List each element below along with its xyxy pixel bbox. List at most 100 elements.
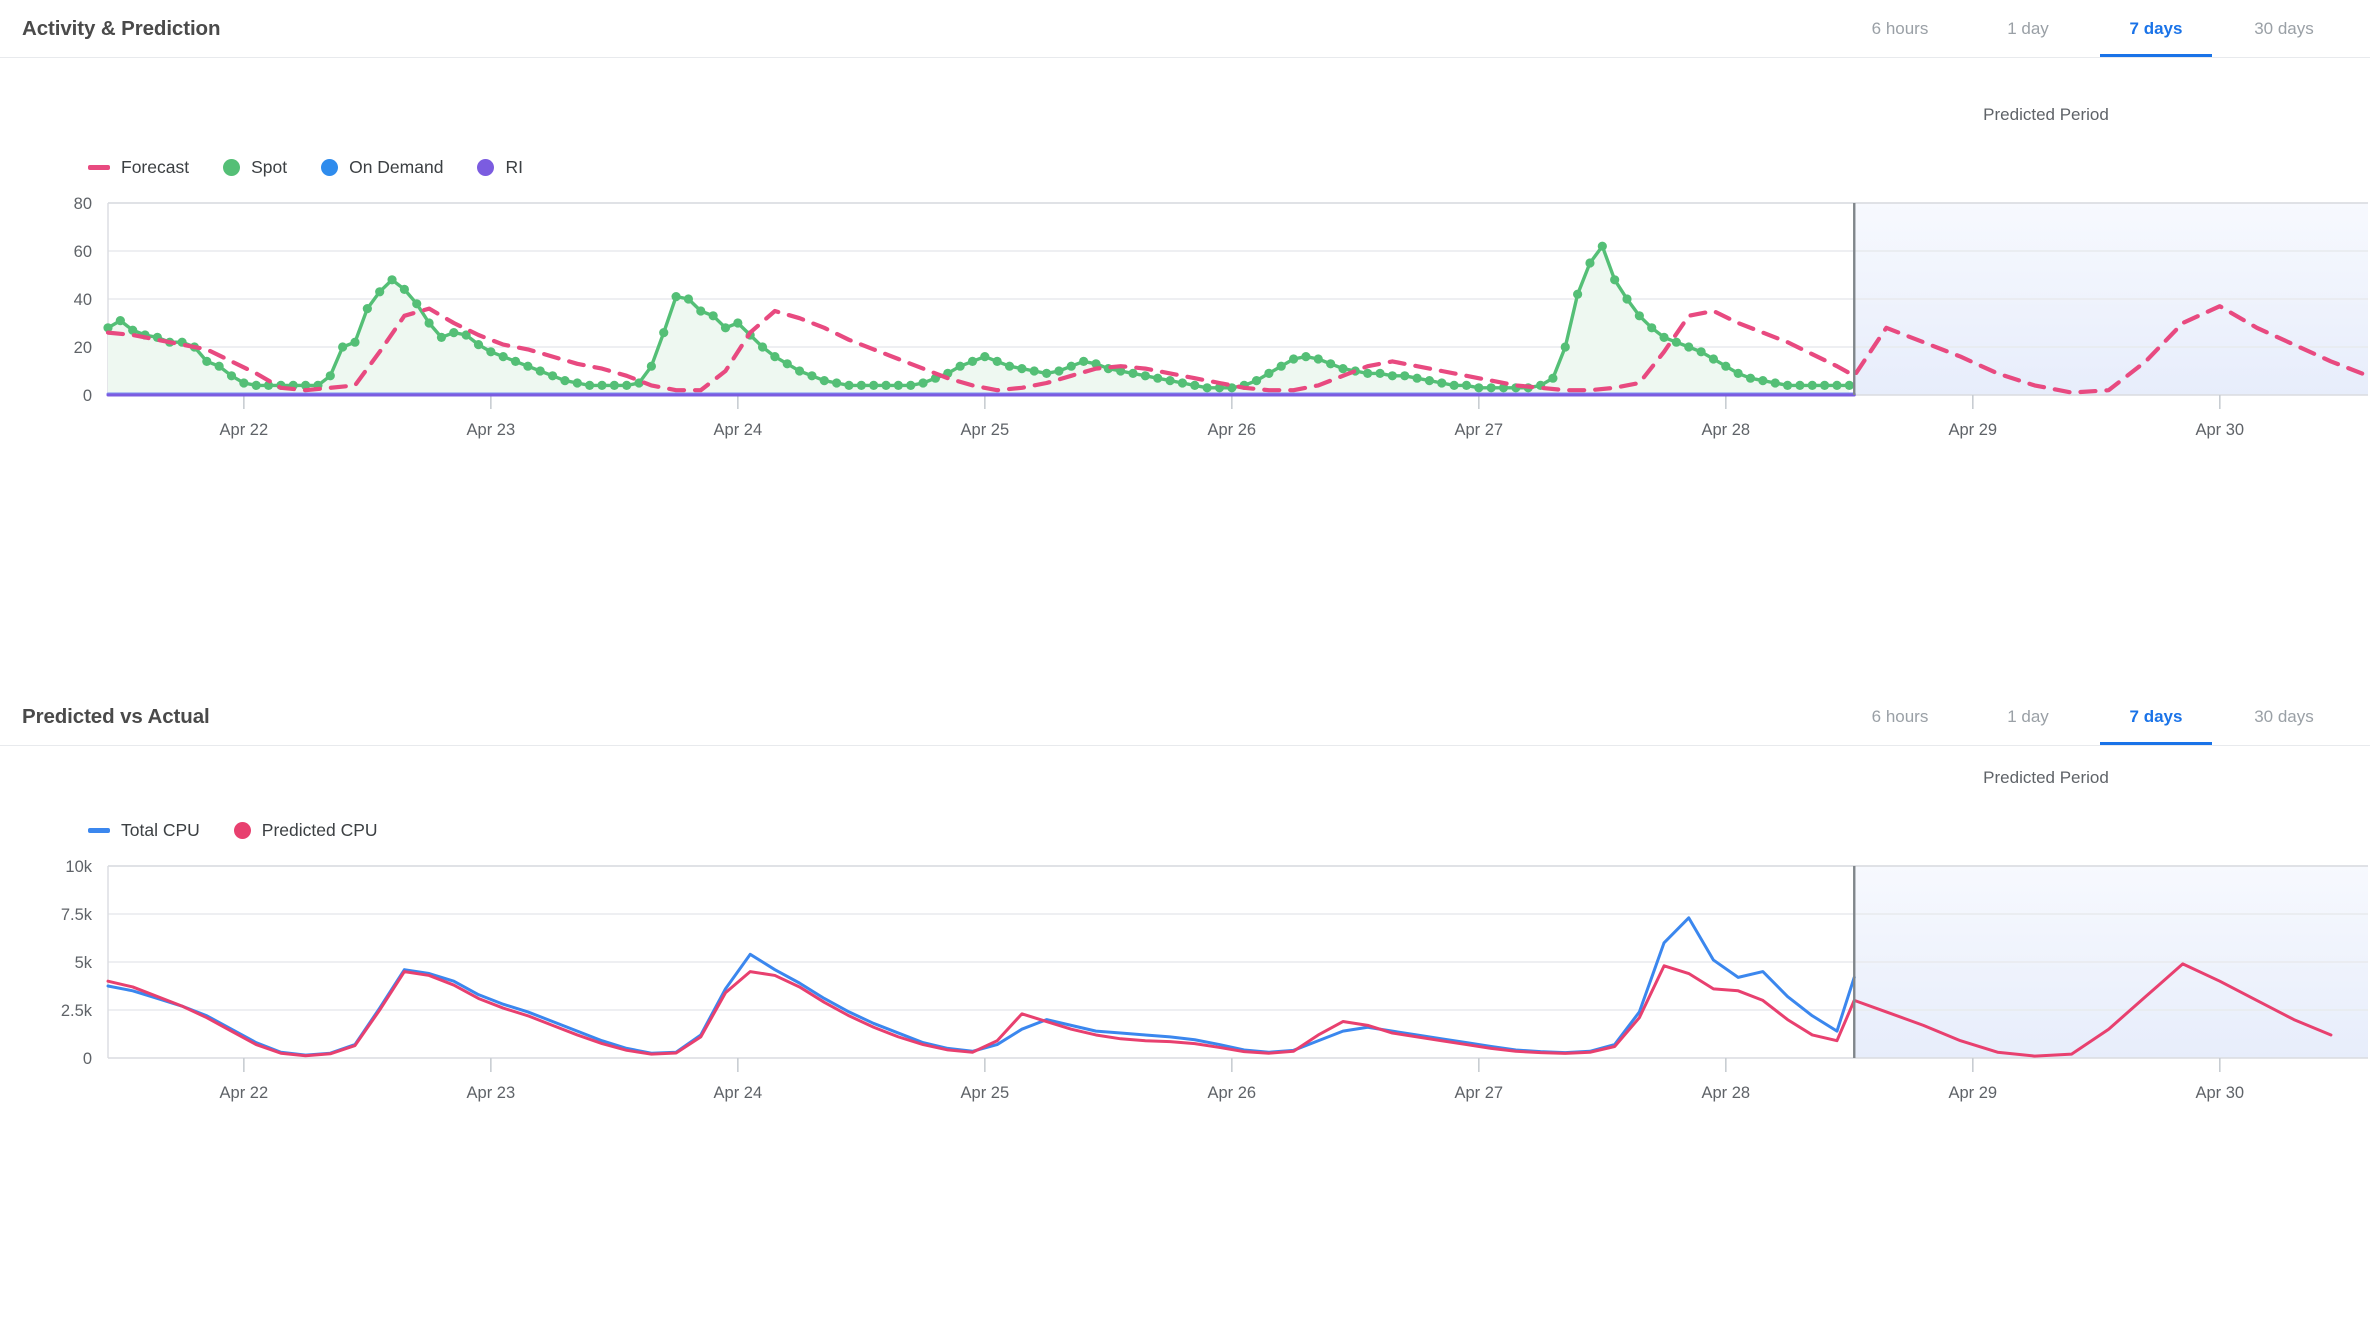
tab-7-days[interactable]: 7 days — [2092, 0, 2220, 58]
y-axis-tick-label: 20 — [74, 339, 92, 357]
predicted-period-label-predicted: Predicted Period — [1983, 768, 2109, 787]
x-axis-tick-label: Apr 30 — [2195, 1084, 2244, 1102]
data-point-marker — [300, 380, 311, 390]
spot-dot-icon — [223, 159, 241, 176]
tab-1-day[interactable]: 1 day — [2007, 19, 2049, 38]
data-point-marker — [535, 366, 545, 376]
tab-1-day-predicted[interactable]: 1 day — [2007, 707, 2049, 726]
data-point-marker — [992, 356, 1002, 366]
legend-item-spot[interactable]: Spot — [223, 157, 287, 178]
data-point-marker — [1091, 359, 1101, 369]
data-point-marker — [1165, 376, 1175, 386]
legend-item-total-cpu[interactable]: Total CPU — [88, 820, 200, 841]
x-axis-tick-label: Apr 25 — [961, 421, 1010, 439]
data-point-marker — [1733, 368, 1743, 378]
data-point-marker — [1721, 361, 1731, 371]
data-point-marker — [1128, 368, 1138, 378]
data-point-marker — [226, 371, 237, 381]
data-point-marker — [782, 359, 792, 369]
y-axis-tick-label: 2.5k — [61, 1002, 93, 1020]
on-demand-dot-icon — [321, 159, 339, 176]
data-point-marker — [1326, 359, 1336, 369]
data-point-marker — [251, 380, 261, 390]
total-cpu-line-icon — [88, 828, 110, 833]
series-area-spot — [108, 246, 1850, 395]
data-point-marker — [683, 294, 694, 304]
data-point-marker — [338, 342, 348, 352]
activity-panel-header: Activity & Prediction 6 hours 1 day 7 da… — [0, 0, 2370, 58]
data-point-marker — [1573, 289, 1583, 299]
data-point-marker — [498, 352, 508, 362]
data-point-marker — [757, 342, 768, 352]
tab-6-hours[interactable]: 6 hours — [1871, 19, 1929, 38]
legend-label-predicted-cpu: Predicted CPU — [261, 820, 378, 840]
y-axis-tick-label: 60 — [74, 243, 92, 261]
data-point-marker — [1745, 373, 1756, 383]
data-point-marker — [1313, 354, 1323, 364]
data-point-marker — [1190, 380, 1200, 390]
data-point-marker — [473, 340, 484, 350]
x-axis-tick-label: Apr 27 — [1455, 1084, 1504, 1102]
data-point-marker — [214, 361, 224, 371]
x-axis-tick-label: Apr 27 — [1455, 421, 1504, 439]
data-point-marker — [1585, 258, 1595, 268]
data-point-marker — [202, 356, 212, 366]
predicted-panel-header: Predicted vs Actual 6 hours 1 day 7 days… — [0, 688, 2370, 746]
legend-item-predicted-cpu[interactable]: Predicted CPU — [233, 820, 378, 841]
data-point-marker — [844, 380, 854, 390]
data-point-marker — [1276, 361, 1286, 371]
activity-chart[interactable]: 0 20 40 60 80 Apr 22 Apr 23 Apr 24 Apr 25 Apr 26 A… — [0, 195, 2370, 635]
data-point-marker — [1684, 342, 1694, 352]
y-axis-tick-label: 0 — [83, 387, 92, 405]
data-point-marker — [350, 337, 360, 347]
data-point-marker — [1659, 332, 1669, 342]
data-point-marker — [1363, 368, 1373, 378]
legend-item-on-demand[interactable]: On Demand — [321, 157, 443, 178]
tab-7-days-predicted[interactable]: 7 days — [2092, 688, 2220, 746]
data-point-marker — [1017, 364, 1027, 374]
predicted-chart[interactable]: 0 2.5k 5k 7.5k 10k Apr 22 Apr 23 Apr 24 Apr 25 Ap… — [0, 858, 2370, 1298]
x-axis-tick-label: Apr 25 — [961, 1084, 1010, 1102]
data-point-marker — [325, 371, 335, 381]
tab-30-days-predicted[interactable]: 30 days — [2254, 707, 2314, 726]
data-point-marker — [1696, 347, 1706, 357]
predicted-cpu-dot-icon — [233, 822, 251, 839]
data-point-marker — [1486, 383, 1496, 393]
data-point-marker — [609, 380, 619, 390]
legend-item-ri[interactable]: RI — [477, 157, 523, 178]
data-point-marker — [1153, 373, 1163, 383]
data-point-marker — [1832, 380, 1842, 390]
data-point-marker — [856, 380, 866, 390]
data-point-marker — [1622, 294, 1632, 304]
data-point-marker — [659, 328, 669, 338]
data-point-marker — [1338, 364, 1348, 374]
legend-item-forecast[interactable]: Forecast — [88, 157, 189, 178]
data-point-marker — [597, 380, 607, 390]
data-point-marker — [1177, 378, 1188, 388]
data-point-marker — [1474, 383, 1484, 393]
tab-30-days[interactable]: 30 days — [2254, 19, 2314, 38]
data-point-marker — [1288, 354, 1299, 364]
data-point-marker — [1400, 371, 1410, 381]
legend-label-ri: RI — [505, 157, 523, 177]
data-point-marker — [1301, 352, 1311, 362]
data-point-marker — [375, 287, 385, 297]
data-point-marker — [1387, 371, 1397, 381]
data-point-marker — [412, 299, 422, 309]
data-point-marker — [1610, 275, 1620, 285]
time-range-tabs-predicted: 6 hours 1 day 7 days 30 days — [1836, 688, 2348, 746]
data-point-marker — [622, 380, 632, 390]
data-point-marker — [547, 371, 558, 381]
time-range-tabs-activity: 6 hours 1 day 7 days 30 days — [1836, 0, 2348, 58]
x-axis-tick-label: Apr 26 — [1208, 1084, 1257, 1102]
y-axis-tick-label: 5k — [75, 954, 93, 972]
x-axis-tick-label: Apr 28 — [1702, 421, 1751, 439]
data-point-marker — [1029, 366, 1039, 376]
data-point-marker — [634, 378, 644, 388]
data-point-marker — [1634, 311, 1644, 321]
data-point-marker — [399, 284, 409, 294]
legend-label-total-cpu: Total CPU — [121, 820, 200, 840]
data-point-marker — [893, 380, 903, 390]
tab-6-hours-predicted[interactable]: 6 hours — [1871, 707, 1929, 726]
data-point-marker — [362, 304, 372, 314]
